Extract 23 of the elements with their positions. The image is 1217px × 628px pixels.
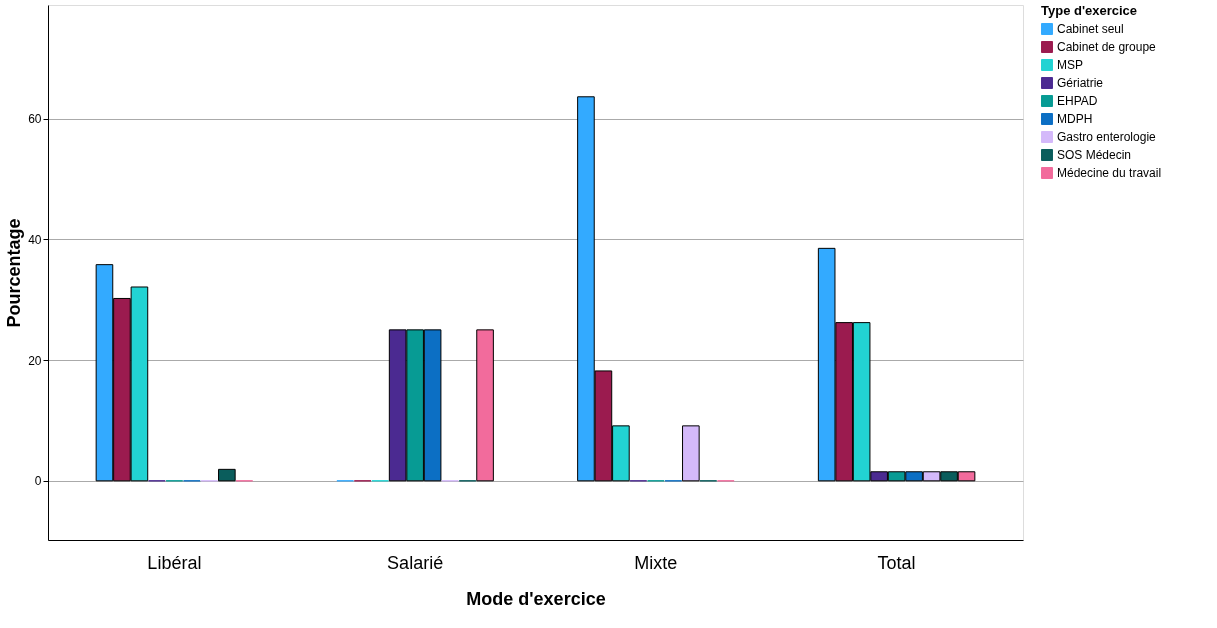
bar [218,468,236,482]
legend-label: MDPH [1057,112,1093,126]
x-tick-label: Total [877,552,916,573]
y-axis-title: Pourcentage [4,218,25,328]
y-tick-label: 60 [28,112,42,127]
legend-label: MSP [1057,58,1084,72]
legend-label: Gastro enterologie [1057,130,1157,144]
y-tick-label: 40 [28,232,42,247]
legend-label: Gériatrie [1057,76,1104,90]
legend-label: Cabinet de groupe [1057,40,1157,54]
x-tick-label: Mixte [634,552,678,573]
x-tick-label: Libéral [147,552,202,573]
bar [476,329,494,482]
x-tick-label: Salarié [387,552,444,573]
y-tick-label: 0 [34,474,42,489]
legend-title: Type d'exercice [1041,3,1138,18]
y-tick-label: 20 [28,353,42,368]
legend-label: EHPAD [1057,94,1098,108]
legend-label: Médecine du travail [1057,166,1162,180]
x-axis-title: Mode d'exercice [466,588,606,609]
legend-label: Cabinet seul [1057,22,1124,36]
legend-label: SOS Médecin [1057,148,1132,162]
bar [682,425,700,482]
